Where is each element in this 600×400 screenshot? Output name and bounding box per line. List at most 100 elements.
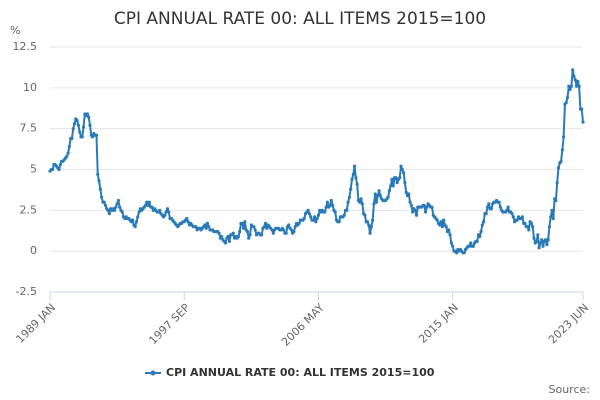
data-point (394, 176, 398, 180)
data-point (408, 200, 412, 204)
data-point (100, 195, 104, 199)
data-point (398, 176, 402, 180)
data-point (430, 205, 434, 209)
data-point (311, 218, 315, 222)
data-point (106, 208, 110, 212)
y-tick-label: -2.5 (16, 285, 37, 298)
data-point (98, 187, 102, 191)
data-point (359, 197, 363, 201)
data-point (238, 229, 242, 234)
data-point (377, 189, 381, 193)
data-point (65, 154, 69, 159)
data-point (136, 215, 140, 219)
data-point (485, 205, 490, 209)
data-point (307, 212, 312, 216)
data-point (355, 182, 359, 186)
data-point (440, 225, 444, 229)
data-point (369, 225, 373, 229)
data-point (390, 177, 394, 181)
data-point (337, 220, 341, 224)
data-point (143, 203, 148, 208)
data-point (231, 231, 235, 235)
legend-item: CPI ANNUAL RATE 00: ALL ITEMS 2015=100 (145, 366, 435, 379)
data-point (482, 220, 486, 224)
data-point (58, 163, 62, 167)
data-point (569, 84, 573, 88)
data-point (145, 200, 149, 204)
data-point (87, 115, 91, 119)
data-point (333, 210, 337, 214)
data-point (133, 225, 137, 229)
data-point (243, 220, 247, 224)
y-tick-label: 10 (23, 81, 37, 94)
data-point (572, 74, 576, 78)
data-point (469, 241, 473, 245)
data-point (342, 213, 346, 217)
data-point (331, 203, 335, 208)
data-point (80, 135, 84, 139)
data-point (581, 120, 585, 124)
data-point (150, 205, 154, 209)
data-point (112, 208, 117, 212)
data-point (347, 195, 352, 199)
data-point (134, 220, 139, 224)
data-point (81, 125, 86, 129)
data-point (67, 145, 71, 149)
chart-title: CPI ANNUAL RATE 00: ALL ITEMS 2015=100 (114, 9, 486, 29)
data-point (448, 233, 452, 237)
data-point (97, 179, 101, 183)
data-point (462, 251, 466, 255)
x-tick-label: 1989 JAN (13, 301, 58, 346)
data-point (571, 68, 575, 72)
data-point (399, 164, 403, 168)
data-point (454, 251, 459, 255)
data-point (287, 223, 291, 227)
data-point (541, 244, 545, 248)
data-point (248, 233, 252, 237)
data-point (378, 194, 382, 198)
data-point (391, 184, 395, 188)
y-tick-label: 5 (30, 163, 37, 176)
data-point (284, 231, 288, 235)
data-point (479, 229, 483, 234)
data-point (373, 192, 377, 196)
data-point (565, 96, 570, 100)
data-point (478, 234, 482, 239)
data-point (315, 216, 319, 221)
data-point (560, 148, 564, 152)
data-point (227, 239, 231, 243)
data-point (435, 218, 439, 222)
data-point (85, 112, 90, 116)
data-point (549, 215, 553, 219)
data-point (403, 180, 407, 185)
data-point (540, 238, 544, 242)
data-point (363, 213, 367, 217)
data-point (241, 226, 246, 230)
y-tick-label: 0 (30, 244, 37, 257)
data-point (236, 234, 241, 239)
data-point (451, 244, 455, 248)
data-point (520, 215, 524, 219)
data-point (293, 225, 297, 229)
data-point (328, 203, 332, 208)
y-unit: % (10, 24, 20, 37)
data-point (574, 84, 579, 88)
data-point (186, 220, 190, 224)
data-point (217, 231, 221, 235)
data-point (352, 164, 357, 168)
data-point (400, 167, 404, 172)
data-point (422, 203, 426, 208)
data-point (309, 215, 313, 219)
source: Source: (549, 383, 591, 396)
data-point (374, 200, 379, 204)
data-point (580, 107, 584, 111)
data-point (90, 135, 95, 139)
data-point (312, 215, 317, 219)
data-point (346, 200, 350, 204)
data-point (576, 79, 580, 83)
data-point (484, 212, 488, 216)
data-point (567, 84, 571, 88)
data-point (358, 200, 362, 204)
x-tick-label: 2006 MAY (279, 301, 327, 349)
